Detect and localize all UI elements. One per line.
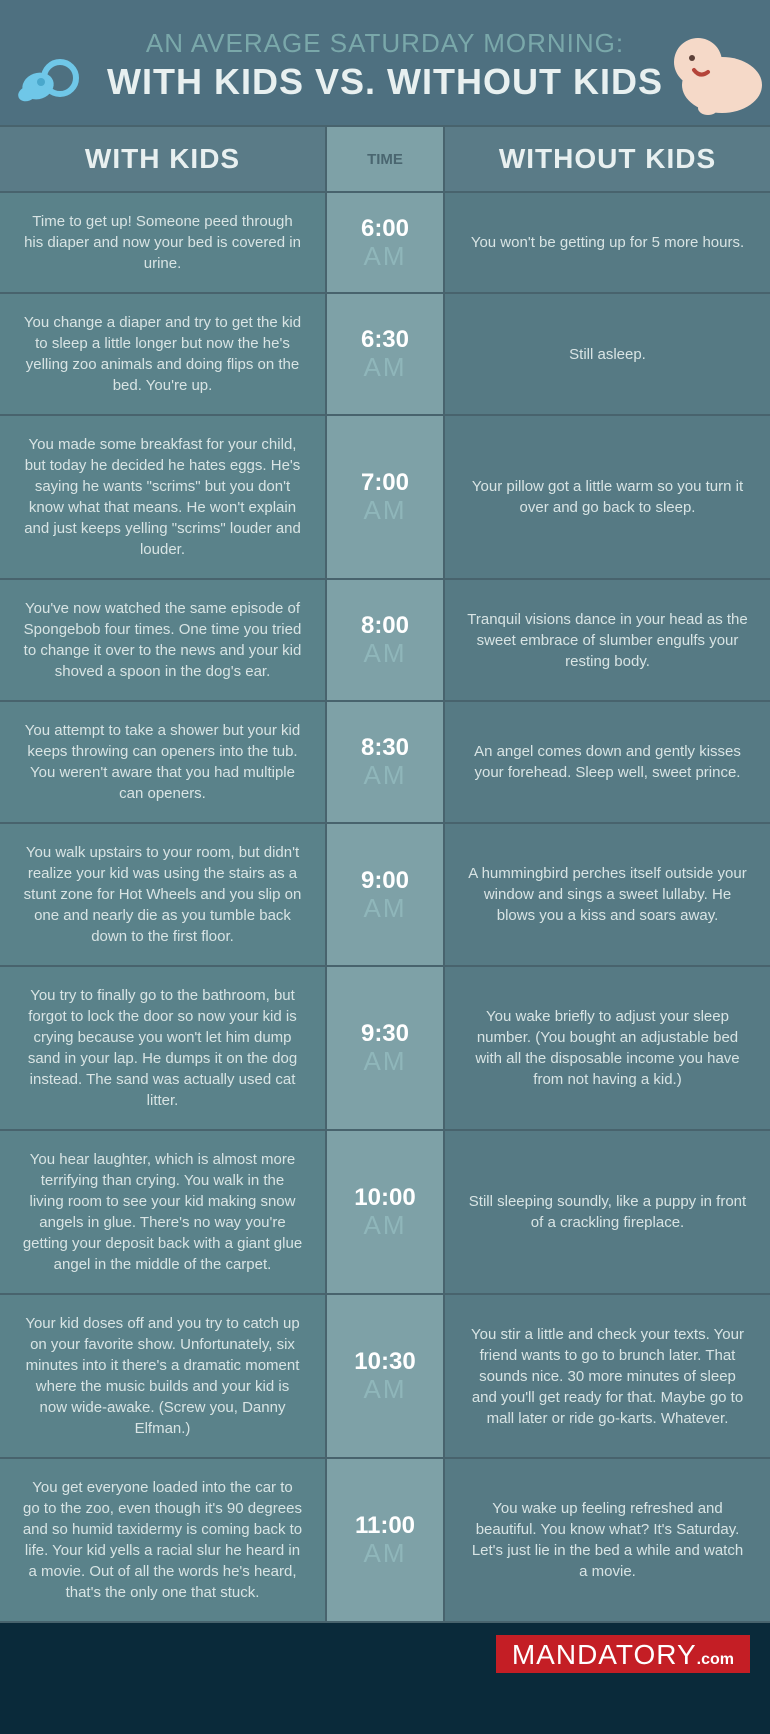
without-kids-cell: Still sleeping soundly, like a puppy in … [445,1131,770,1293]
time-cell: 11:00AM [325,1459,445,1621]
with-kids-cell: Your kid doses off and you try to catch … [0,1295,325,1457]
time-cell: 8:00AM [325,580,445,700]
col-header-with: WITH KIDS [0,127,325,191]
without-kids-cell: Still asleep. [445,294,770,414]
time-value: 10:00 [354,1186,415,1210]
time-ampm: AM [364,1212,407,1238]
brand-logo: MANDATORY.com [496,1635,750,1673]
brand-dotcom: .com [697,1651,734,1668]
time-ampm: AM [364,497,407,523]
with-kids-cell: You try to finally go to the bathroom, b… [0,967,325,1129]
time-cell: 6:30AM [325,294,445,414]
without-kids-cell: You wake up feeling refreshed and beauti… [445,1459,770,1621]
infographic: AN AVERAGE SATURDAY MORNING: WITH KIDS V… [0,0,770,1683]
with-kids-cell: You walk upstairs to your room, but didn… [0,824,325,965]
table-row: You try to finally go to the bathroom, b… [0,967,770,1131]
col-header-time: TIME [325,127,445,191]
without-kids-cell: You won't be getting up for 5 more hours… [445,193,770,292]
baby-icon [652,30,770,120]
table-row: You change a diaper and try to get the k… [0,294,770,416]
time-ampm: AM [364,895,407,921]
without-kids-cell: A hummingbird perches itself outside you… [445,824,770,965]
time-cell: 6:00AM [325,193,445,292]
time-ampm: AM [364,1376,407,1402]
time-ampm: AM [364,354,407,380]
time-ampm: AM [364,1540,407,1566]
with-kids-cell: Time to get up! Someone peed through his… [0,193,325,292]
time-value: 6:00 [361,217,409,241]
time-ampm: AM [364,243,407,269]
without-kids-cell: Your pillow got a little warm so you tur… [445,416,770,578]
time-value: 8:30 [361,736,409,760]
rows-container: Time to get up! Someone peed through his… [0,193,770,1623]
time-cell: 7:00AM [325,416,445,578]
with-kids-cell: You've now watched the same episode of S… [0,580,325,700]
table-row: You made some breakfast for your child, … [0,416,770,580]
time-value: 7:00 [361,471,409,495]
footer: MANDATORY.com [0,1623,770,1683]
time-value: 9:30 [361,1022,409,1046]
column-headers: WITH KIDS TIME WITHOUT KIDS [0,125,770,193]
header-subtitle: AN AVERAGE SATURDAY MORNING: [20,28,750,59]
header: AN AVERAGE SATURDAY MORNING: WITH KIDS V… [0,0,770,125]
table-row: You attempt to take a shower but your ki… [0,702,770,824]
table-row: You've now watched the same episode of S… [0,580,770,702]
with-kids-cell: You made some breakfast for your child, … [0,416,325,578]
time-value: 8:00 [361,614,409,638]
table-row: You walk upstairs to your room, but didn… [0,824,770,967]
time-ampm: AM [364,762,407,788]
time-value: 11:00 [355,1514,415,1538]
time-cell: 9:00AM [325,824,445,965]
without-kids-cell: You stir a little and check your texts. … [445,1295,770,1457]
time-ampm: AM [364,640,407,666]
col-header-without: WITHOUT KIDS [445,127,770,191]
without-kids-cell: An angel comes down and gently kisses yo… [445,702,770,822]
pacifier-icon [10,52,90,112]
with-kids-cell: You hear laughter, which is almost more … [0,1131,325,1293]
without-kids-cell: You wake briefly to adjust your sleep nu… [445,967,770,1129]
table-row: You hear laughter, which is almost more … [0,1131,770,1295]
header-title: WITH KIDS VS. WITHOUT KIDS [20,61,750,103]
time-cell: 10:00AM [325,1131,445,1293]
time-value: 6:30 [361,328,409,352]
time-value: 9:00 [361,869,409,893]
time-cell: 8:30AM [325,702,445,822]
table-row: You get everyone loaded into the car to … [0,1459,770,1623]
table-row: Time to get up! Someone peed through his… [0,193,770,294]
with-kids-cell: You get everyone loaded into the car to … [0,1459,325,1621]
time-value: 10:30 [354,1350,415,1374]
time-ampm: AM [364,1048,407,1074]
without-kids-cell: Tranquil visions dance in your head as t… [445,580,770,700]
brand-name: MANDATORY [512,1639,697,1670]
time-cell: 10:30AM [325,1295,445,1457]
table-row: Your kid doses off and you try to catch … [0,1295,770,1459]
with-kids-cell: You change a diaper and try to get the k… [0,294,325,414]
time-cell: 9:30AM [325,967,445,1129]
with-kids-cell: You attempt to take a shower but your ki… [0,702,325,822]
